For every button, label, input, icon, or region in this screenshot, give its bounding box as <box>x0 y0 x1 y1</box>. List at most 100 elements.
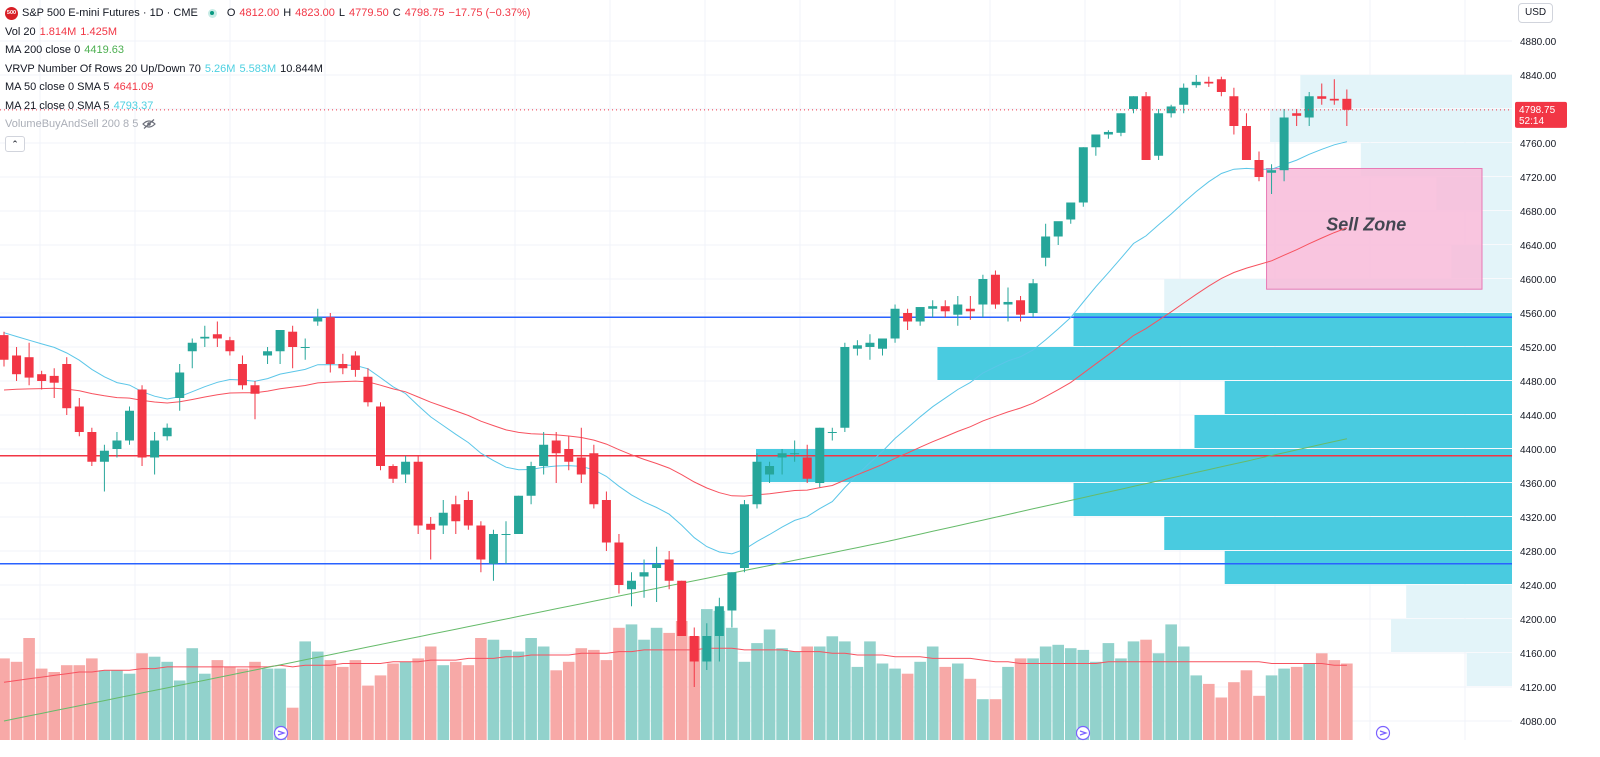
indicator-ma50[interactable]: MA 50 close 0 SMA 5 4641.09 <box>5 78 530 97</box>
candle[interactable] <box>802 457 812 479</box>
candle[interactable] <box>777 453 787 458</box>
candle[interactable] <box>551 440 561 454</box>
candle[interactable] <box>664 559 674 581</box>
candle[interactable] <box>890 308 900 339</box>
candle[interactable] <box>363 376 373 403</box>
candle[interactable] <box>37 374 47 381</box>
indicator-vol[interactable]: Vol 20 1.814M 1.425M <box>5 23 530 42</box>
candle[interactable] <box>1116 113 1126 133</box>
candle[interactable] <box>438 512 448 526</box>
candle[interactable] <box>1279 117 1289 171</box>
candle[interactable] <box>1091 134 1101 148</box>
candle[interactable] <box>125 410 134 441</box>
currency-button[interactable]: USD <box>1518 3 1554 23</box>
candle[interactable] <box>476 525 486 560</box>
candle[interactable] <box>526 466 536 496</box>
candle[interactable] <box>739 504 749 568</box>
candle[interactable] <box>87 432 97 462</box>
candle[interactable] <box>765 466 775 475</box>
candle[interactable] <box>338 364 348 369</box>
candle[interactable] <box>62 364 72 409</box>
symbol-title[interactable]: S&P 500 E-mini Futures · 1D · CME <box>22 7 198 19</box>
candle[interactable] <box>49 375 59 383</box>
candle[interactable] <box>501 534 511 535</box>
candle[interactable] <box>865 342 875 347</box>
event-marker-icon[interactable] <box>273 725 289 741</box>
candle[interactable] <box>827 432 837 433</box>
candle[interactable] <box>514 495 524 534</box>
candle[interactable] <box>840 347 850 428</box>
candle[interactable] <box>1342 98 1352 110</box>
candle[interactable] <box>1041 236 1051 258</box>
candle[interactable] <box>1191 81 1201 86</box>
candle[interactable] <box>187 342 197 352</box>
candle[interactable] <box>601 500 611 543</box>
candle[interactable] <box>150 440 160 458</box>
collapse-legend-button[interactable]: ⌃ <box>5 135 25 152</box>
candle[interactable] <box>1053 221 1063 237</box>
candle[interactable] <box>12 355 22 375</box>
candle[interactable] <box>1329 98 1339 101</box>
candle[interactable] <box>727 572 737 611</box>
candle[interactable] <box>1304 96 1314 118</box>
candle[interactable] <box>852 345 862 349</box>
candle[interactable] <box>1003 301 1013 305</box>
candle[interactable] <box>488 534 498 564</box>
candle[interactable] <box>1216 79 1226 92</box>
candle[interactable] <box>175 372 185 399</box>
candle[interactable] <box>878 338 887 349</box>
candle[interactable] <box>112 440 122 450</box>
candle[interactable] <box>639 572 649 577</box>
candle[interactable] <box>714 606 724 636</box>
candle[interactable] <box>576 457 586 475</box>
indicator-ma21[interactable]: MA 21 close 0 SMA 5 4793.37 <box>5 97 530 116</box>
candle[interactable] <box>137 389 147 458</box>
event-marker-icon[interactable] <box>1075 725 1091 741</box>
candle[interactable] <box>564 449 574 462</box>
candle[interactable] <box>589 453 599 505</box>
candle[interactable] <box>627 580 636 590</box>
indicator-volumebuyandsell[interactable]: VolumeBuyAndSell 200 8 5 <box>5 115 530 134</box>
candle[interactable] <box>1129 96 1138 109</box>
candle[interactable] <box>677 580 687 636</box>
candle[interactable] <box>275 330 285 352</box>
candle[interactable] <box>1292 113 1302 116</box>
candle[interactable] <box>0 335 9 360</box>
candle[interactable] <box>463 500 473 526</box>
candle[interactable] <box>539 444 549 466</box>
candle[interactable] <box>990 274 1000 305</box>
sell-zone-box[interactable] <box>1266 168 1483 290</box>
candle[interactable] <box>978 279 988 305</box>
candle[interactable] <box>1103 131 1113 135</box>
candle[interactable] <box>300 347 310 348</box>
candle[interactable] <box>614 542 624 586</box>
candle[interactable] <box>953 304 963 315</box>
candle[interactable] <box>1317 96 1327 99</box>
candle[interactable] <box>200 336 210 339</box>
candle[interactable] <box>815 427 825 483</box>
hidden-eye-icon[interactable] <box>142 119 157 130</box>
candle[interactable] <box>1254 160 1264 177</box>
candle[interactable] <box>376 406 385 467</box>
candle[interactable] <box>1078 147 1088 203</box>
candle[interactable] <box>928 306 938 309</box>
indicator-vrvp[interactable]: VRVP Number Of Rows 20 Up/Down 70 5.26M … <box>5 60 530 79</box>
candle[interactable] <box>237 364 247 386</box>
candle[interactable] <box>1267 170 1277 173</box>
candle[interactable] <box>1154 113 1164 156</box>
candle[interactable] <box>426 523 436 530</box>
candle[interactable] <box>1016 300 1026 315</box>
candle[interactable] <box>915 307 925 322</box>
candle[interactable] <box>1229 96 1239 126</box>
candle[interactable] <box>263 351 273 356</box>
candle[interactable] <box>1028 283 1038 313</box>
candle[interactable] <box>1204 81 1214 84</box>
candle[interactable] <box>413 461 423 526</box>
candle[interactable] <box>1066 202 1076 220</box>
candle[interactable] <box>752 461 762 505</box>
candle[interactable] <box>702 636 712 662</box>
candle[interactable] <box>940 306 950 312</box>
candle[interactable] <box>313 317 323 322</box>
candle[interactable] <box>790 453 800 455</box>
